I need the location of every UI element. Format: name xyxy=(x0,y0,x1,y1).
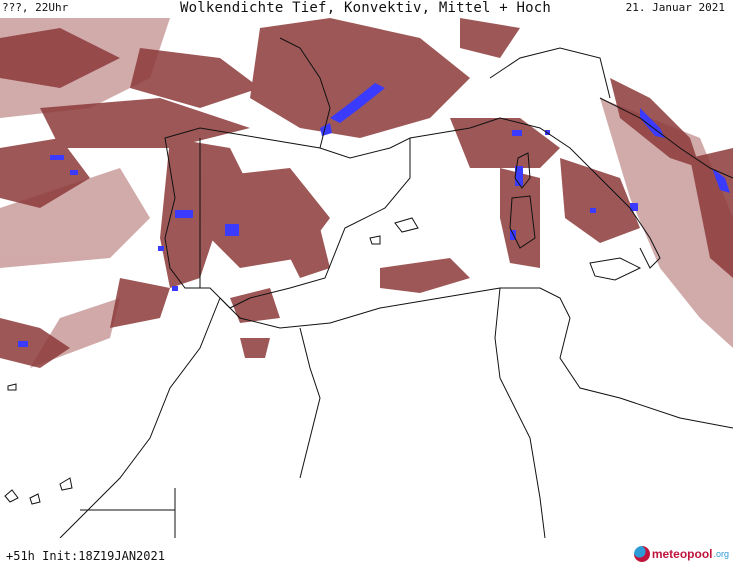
run-info: +51h Init:18Z19JAN2021 xyxy=(6,549,165,563)
meteopool-logo-icon xyxy=(633,546,650,562)
map-title: Wolkendichte Tief, Konvektiv, Mittel + H… xyxy=(180,0,552,16)
convective-cells xyxy=(18,83,730,347)
brand-name: meteopool xyxy=(651,547,713,561)
forecast-date: 21. Januar 2021 xyxy=(625,1,725,14)
cloud-layer-dense xyxy=(0,18,733,368)
map-footer: +51h Init:18Z19JAN2021 meteopool .org xyxy=(0,546,733,566)
brand-link[interactable]: meteopool .org xyxy=(633,546,729,562)
forecast-location: ???, 22Uhr xyxy=(2,1,69,14)
cloud-density-map xyxy=(0,18,733,538)
coastlines xyxy=(4,37,733,538)
brand-tld: .org xyxy=(713,549,729,559)
map-header: ???, 22Uhr Wolkendichte Tief, Konvektiv,… xyxy=(0,0,733,18)
